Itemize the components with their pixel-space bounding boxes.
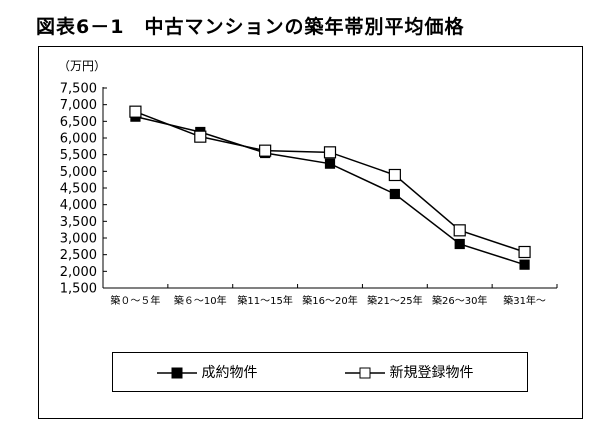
y-tick-label: 4,500	[60, 182, 97, 197]
legend-label-series-2: 新規登録物件	[389, 365, 474, 381]
series-2-point	[388, 168, 401, 182]
series-1-point	[324, 158, 336, 169]
y-tick-label: 7,500	[60, 82, 97, 97]
x-tick-label: 築21～25年	[367, 294, 422, 307]
series-line-1	[135, 115, 525, 266]
legend-item-series-1: 成約物件	[157, 362, 257, 382]
y-tick-label: 1,500	[60, 282, 97, 297]
series-layer	[129, 105, 531, 270]
y-tick-label: 6,500	[60, 115, 97, 130]
y-tick-label: 3,500	[60, 215, 97, 230]
x-tick-label: 築６～10年	[174, 294, 227, 307]
series-1-point	[519, 259, 530, 270]
x-axis-ticks: 築０～５年 築６～10年 築11～15年 築16～20年 築21～25年 築26～30年 築…	[102, 284, 558, 307]
y-tick-label: 2,500	[60, 248, 97, 263]
y-tick-label: 7,000	[60, 98, 97, 113]
series-2-point	[323, 146, 337, 159]
series-2-point	[518, 245, 531, 259]
legend-item-series-2: 新規登録物件	[345, 362, 473, 382]
x-tick-label: 築16～20年	[302, 294, 357, 307]
y-tick-label: 5,500	[60, 148, 97, 163]
series-2-point	[259, 144, 272, 157]
legend-marker-filled-square	[157, 367, 197, 379]
x-tick-label: 築11～15年	[237, 294, 292, 307]
series-2-point	[129, 105, 142, 118]
legend-marker-open-square	[345, 367, 385, 379]
x-tick-label: 築31年～	[503, 294, 546, 307]
x-tick-label: 築26～30年	[432, 294, 487, 307]
y-axis-unit-label: （万円）	[58, 59, 106, 73]
y-tick-label: 2,000	[60, 265, 97, 280]
legend-label-series-1: 成約物件	[201, 365, 258, 381]
y-tick-label: 4,000	[60, 198, 97, 213]
series-1-point	[454, 238, 465, 250]
figure-title: 図表6－1 中古マンションの築年帯別平均価格	[36, 16, 465, 38]
series-2-point	[194, 130, 207, 143]
y-tick-label: 6,000	[60, 132, 97, 147]
y-tick-label: 5,000	[60, 165, 97, 180]
series-1-point	[389, 188, 400, 200]
series-2-point	[453, 224, 466, 237]
x-tick-label: 築０～５年	[110, 294, 160, 307]
legend: 成約物件 新規登録物件	[112, 352, 528, 392]
series-line-2	[135, 110, 525, 253]
y-tick-label: 3,000	[60, 232, 97, 247]
chart-frame	[38, 46, 583, 419]
